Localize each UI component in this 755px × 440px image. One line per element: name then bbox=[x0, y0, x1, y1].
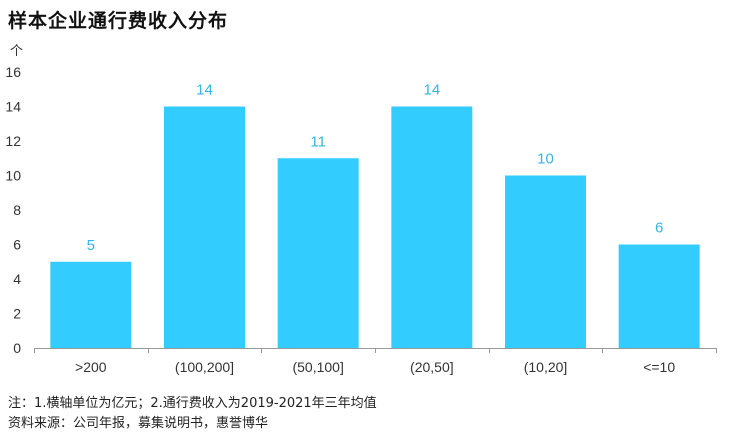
bar-0 bbox=[50, 261, 132, 348]
data-label-5: 6 bbox=[655, 220, 663, 237]
data-label-4: 10 bbox=[537, 151, 554, 168]
x-tick-label-4: (10,20] bbox=[524, 359, 568, 375]
y-tick-label: 12 bbox=[5, 133, 21, 149]
data-label-1: 14 bbox=[196, 82, 213, 99]
y-tick-label: 6 bbox=[13, 237, 21, 253]
y-tick-label: 4 bbox=[13, 271, 21, 287]
x-tick-label-2: (50,100] bbox=[292, 359, 343, 375]
x-tick-label-3: (20,50] bbox=[410, 359, 454, 375]
y-tick-label: 8 bbox=[13, 202, 21, 218]
bar-4 bbox=[505, 175, 586, 348]
footnote-source: 资料来源：公司年报，募集说明书，惠誉博华 bbox=[8, 416, 269, 431]
footnote-unit: 注：1.横轴单位为亿元；2.通行费收入为2019-2021年三年均值 bbox=[8, 396, 377, 411]
y-axis-unit-label: 个 bbox=[10, 44, 24, 59]
y-tick-label: 14 bbox=[5, 99, 21, 115]
chart-title: 样本企业通行费收入分布 bbox=[8, 10, 229, 32]
bar-2 bbox=[277, 158, 359, 348]
data-label-3: 14 bbox=[423, 82, 440, 99]
data-label-2: 11 bbox=[310, 133, 326, 150]
y-tick-label: 10 bbox=[5, 168, 21, 184]
y-tick-label: 0 bbox=[13, 340, 21, 356]
y-tick-label: 16 bbox=[5, 64, 21, 80]
x-tick-label-1: (100,200] bbox=[175, 359, 234, 375]
y-tick-label: 2 bbox=[13, 306, 21, 322]
x-tick-label-0: >200 bbox=[75, 359, 107, 375]
x-tick-label-5: <=10 bbox=[643, 359, 675, 375]
bar-1 bbox=[164, 106, 245, 348]
bar-3 bbox=[391, 106, 473, 348]
data-label-0: 5 bbox=[87, 237, 95, 254]
bar-5 bbox=[618, 244, 700, 348]
